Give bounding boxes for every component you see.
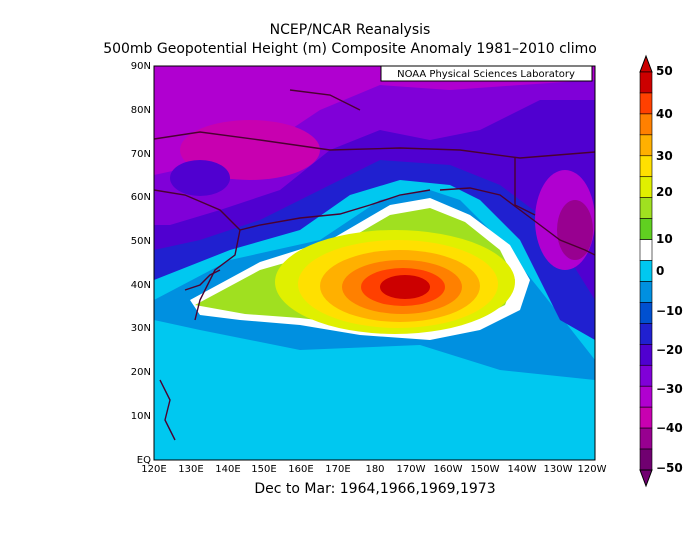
- lon-label: 130E: [178, 464, 203, 475]
- map-title: NCEP/NCAR Reanalysis: [269, 22, 431, 38]
- lat-label: 50N: [131, 236, 151, 247]
- lat-label: 60N: [131, 192, 151, 203]
- colorbar-label: 20: [656, 185, 673, 199]
- colorbar-swatch: [639, 364, 653, 387]
- colorbar-label: 50: [656, 64, 673, 78]
- anomaly-field: [154, 66, 595, 460]
- credit-text: NOAA Physical Sciences Laboratory: [397, 69, 575, 80]
- lat-label: 80N: [131, 105, 151, 116]
- lat-label: EQ: [137, 455, 151, 466]
- colorbar-label: −20: [656, 343, 683, 357]
- colorbar-swatch: [639, 71, 653, 94]
- composite-years: Dec to Mar: 1964,1966,1969,1973: [254, 481, 496, 497]
- colorbar-label: 10: [656, 232, 673, 246]
- colorbar-swatch: [639, 197, 653, 219]
- lon-label: 160E: [288, 464, 313, 475]
- colorbar-swatch: [639, 323, 653, 345]
- colorbar-swatch: [639, 218, 653, 240]
- colorbar-label: −30: [656, 382, 683, 396]
- colorbar-swatch: [639, 448, 653, 471]
- colorbar-swatch: [639, 92, 653, 115]
- longitude-labels: 120E 130E 140E 150E 160E 170E 180 170W 1…: [141, 464, 606, 475]
- lon-label: 150W: [471, 464, 500, 475]
- lon-label: 140E: [215, 464, 240, 475]
- colorbar: [639, 54, 653, 488]
- credit-box: [380, 65, 593, 82]
- latitude-labels: 90N 80N 70N 60N 50N 40N 30N 20N 10N EQ: [131, 61, 151, 466]
- colorbar-bottom-arrow: [639, 469, 653, 488]
- lon-label: 130W: [544, 464, 573, 475]
- colorbar-label: 40: [656, 107, 673, 121]
- colorbar-swatch: [639, 427, 653, 450]
- lat-label: 40N: [131, 280, 151, 291]
- colorbar-swatch: [639, 344, 653, 366]
- colorbar-label: −10: [656, 304, 683, 318]
- colorbar-top-arrow: [639, 54, 653, 73]
- colorbar-label: 0: [656, 264, 664, 278]
- lat-label: 20N: [131, 367, 151, 378]
- lon-label: 150E: [251, 464, 276, 475]
- colorbar-labels: 50 40 30 20 10 0 −10 −20 −30 −40 −50: [656, 64, 683, 475]
- coastlines: [154, 89, 595, 441]
- colorbar-swatch: [639, 239, 653, 261]
- colorbar-swatch: [639, 385, 653, 408]
- colorbar-swatch: [639, 406, 653, 429]
- lat-label: 90N: [131, 61, 151, 72]
- colorbar-swatch: [639, 302, 653, 324]
- lon-label: 160W: [434, 464, 463, 475]
- lat-label: 10N: [131, 411, 151, 422]
- colorbar-swatch: [639, 176, 653, 198]
- lon-label: 120W: [578, 464, 607, 475]
- lon-label: 140W: [508, 464, 537, 475]
- colorbar-swatch: [639, 155, 653, 178]
- colorbar-swatch: [639, 260, 653, 282]
- lon-label: 180: [365, 464, 384, 475]
- map-frame: [153, 65, 596, 461]
- lon-label: 170W: [397, 464, 426, 475]
- colorbar-label: −50: [656, 461, 683, 475]
- lat-label: 30N: [131, 323, 151, 334]
- colorbar-swatch: [639, 281, 653, 303]
- colorbar-label: −40: [656, 421, 683, 435]
- colorbar-swatch: [639, 134, 653, 157]
- colorbar-swatch: [639, 113, 653, 136]
- lat-label: 70N: [131, 149, 151, 160]
- lon-label: 120E: [141, 464, 166, 475]
- lon-label: 170E: [325, 464, 350, 475]
- colorbar-label: 30: [656, 149, 673, 163]
- map-subtitle-variable: 500mb Geopotential Height (m) Composite …: [103, 41, 597, 57]
